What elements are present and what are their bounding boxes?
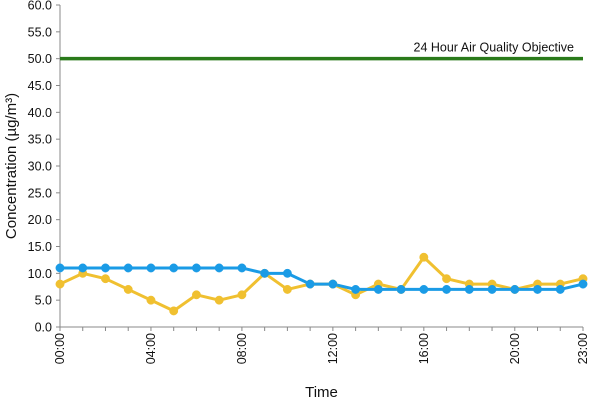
series-2-point [555,284,565,294]
series-2-point [191,263,201,273]
x-tick-label: 04:00 [144,333,158,364]
y-tick-label: 55.0 [28,25,52,39]
series-group [55,252,588,316]
y-tick-label: 60.0 [28,0,52,13]
series-2-point [260,268,270,278]
series-2-point [55,263,65,273]
series-1-point [237,290,247,300]
series-1-point [282,284,292,294]
y-tick-label: 0.0 [35,321,52,335]
series-1-point [169,306,179,316]
series-1-point [101,274,110,284]
series-2-point [101,263,110,273]
series-2-point [282,268,292,278]
y-tick-label: 45.0 [28,79,52,93]
series-1-point [146,295,156,305]
series-1-point [191,290,201,300]
series-2-point [578,279,588,289]
y-tick-label: 15.0 [28,240,52,254]
x-tick-label: 08:00 [235,333,249,364]
y-tick-label: 5.0 [35,294,52,308]
x-axis-ticks: 00:00 04:00 08:00 12:00 16:00 20:00 23:00 [53,327,590,364]
y-tick-label: 50.0 [28,52,52,66]
x-axis-title: Time [305,384,338,400]
y-tick-label: 25.0 [28,186,52,200]
series-2-point [464,284,474,294]
series-2-point [214,263,224,273]
series-2-point [146,263,156,273]
series-2-point [419,284,429,294]
series-1-point [214,295,224,305]
x-tick-label: 16:00 [417,333,431,364]
series-2-point [373,284,383,294]
y-tick-label: 10.0 [28,267,52,281]
series-2-point [396,284,406,294]
series-1-point [123,284,133,294]
y-axis-title: Concentration (µg/m³) [3,93,20,239]
series-2-point [78,263,88,273]
series-2-point [533,284,542,294]
series-2-point [237,263,247,273]
series-2-point [123,263,133,273]
y-tick-label: 30.0 [28,160,52,174]
x-tick-label: 20:00 [508,333,522,364]
x-tick-label: 23:00 [576,333,590,364]
y-tick-label: 35.0 [28,133,52,147]
x-tick-label: 12:00 [326,333,340,364]
series-2-point [510,284,520,294]
series-2-point [442,284,452,294]
y-tick-label: 20.0 [28,213,52,227]
y-axis-ticks: 0.0 5.0 10.0 15.0 20.0 25.0 30.0 35.0 40.0 45.0 50… [28,0,60,335]
series-1-point [442,274,452,284]
series-2-point [351,284,361,294]
series-2-point [169,263,179,273]
y-tick-label: 40.0 [28,106,52,120]
series-2-point [328,279,338,289]
x-tick-label: 00:00 [53,333,67,364]
series-1-point [419,252,429,262]
reference-line-label: 24 Hour Air Quality Objective [414,41,575,55]
series-1-point [55,279,65,289]
series-2-point [487,284,497,294]
series-2-point [305,279,315,289]
